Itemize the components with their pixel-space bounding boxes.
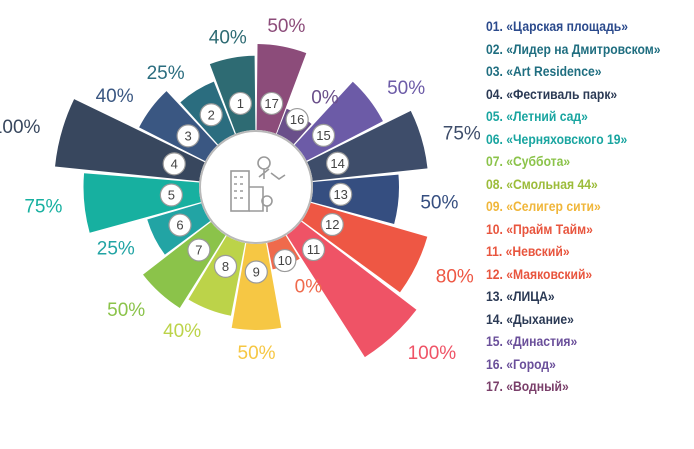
percent-label-7: 50%: [107, 300, 145, 321]
number-badge-11: [301, 237, 326, 262]
number-badge-1: [228, 91, 252, 116]
percent-label-1: 40%: [209, 27, 247, 48]
legend-item-9: 09. «Селигер сити»: [486, 199, 601, 214]
percent-label-15: 50%: [387, 78, 425, 99]
number-badge-6: [168, 213, 192, 237]
number-label-4: 4: [171, 156, 178, 171]
number-badge-3: [176, 124, 200, 148]
number-badge-15: [311, 123, 336, 147]
number-badge-5: [159, 183, 183, 207]
percent-label-16: 0%: [311, 88, 339, 109]
legend-item-13: 13. «ЛИЦА»: [486, 289, 555, 304]
number-label-7: 7: [195, 242, 202, 257]
percent-label-5: 75%: [24, 196, 62, 217]
percent-label-13: 50%: [420, 192, 458, 213]
number-badge-13: [329, 182, 353, 207]
percent-label-3: 40%: [96, 86, 134, 107]
number-badge-4: [162, 152, 186, 176]
legend-item-7: 07. «Суббота»: [486, 154, 571, 169]
number-label-13: 13: [333, 187, 347, 202]
number-badge-2: [199, 103, 223, 127]
legend-item-12: 12. «Маяковский»: [486, 266, 593, 282]
legend-item-16: 16. «Город»: [486, 356, 556, 372]
number-badge-17: [260, 91, 284, 116]
legend-item-10: 10. «Прайм Тайм»: [486, 221, 593, 237]
bar-9: [231, 243, 282, 330]
number-label-15: 15: [316, 128, 330, 143]
number-label-10: 10: [278, 253, 292, 268]
legend-item-4: 04. «Фестиваль парк»: [486, 86, 618, 102]
number-label-3: 3: [184, 128, 191, 143]
legend: 01. «Царская площадь» 02. «Лидер на Дмитр…: [486, 16, 680, 399]
legend-item-2: 02. «Лидер на Дмитровском»: [486, 41, 661, 57]
number-badge-16: [285, 107, 309, 132]
number-badge-8: [213, 254, 238, 278]
number-badge-7: [187, 238, 211, 262]
number-label-17: 17: [264, 96, 278, 111]
percent-label-17: 50%: [267, 16, 305, 37]
percent-labels: 40%25%40%100%75%25%50%40%50%0%100%80%50%…: [0, 16, 480, 364]
number-label-5: 5: [168, 187, 175, 202]
number-label-1: 1: [237, 96, 244, 111]
bar-8: [188, 235, 246, 316]
percent-label-9: 50%: [238, 343, 276, 364]
number-label-6: 6: [176, 218, 183, 233]
legend-item-6: 06. «Черняховского 19»: [486, 131, 628, 147]
percent-label-6: 25%: [97, 239, 135, 260]
legend-item-17: 17. «Водный»: [486, 379, 569, 394]
number-badge-12: [320, 212, 344, 237]
legend-item-5: 05. «Летний сад»: [486, 109, 588, 124]
number-badge-14: [326, 151, 350, 175]
percent-label-11: 100%: [408, 343, 457, 364]
percent-label-2: 25%: [147, 63, 185, 84]
building-icon: [230, 156, 286, 212]
percent-label-14: 75%: [443, 124, 480, 145]
number-label-16: 16: [290, 112, 304, 127]
legend-item-14: 14. «Дыхание»: [486, 311, 574, 327]
legend-item-15: 15. «Династия»: [486, 334, 578, 349]
legend-item-3: 03. «Art Residence»: [486, 64, 602, 79]
percent-label-8: 40%: [163, 321, 201, 342]
percent-label-4: 100%: [0, 117, 41, 138]
number-badge-10: [273, 248, 297, 273]
legend-item-11: 11. «Невский»: [486, 244, 570, 259]
number-label-11: 11: [307, 242, 321, 257]
number-label-8: 8: [222, 259, 229, 274]
number-label-14: 14: [330, 156, 344, 171]
number-label-2: 2: [208, 107, 215, 122]
percent-label-12: 80%: [436, 266, 474, 287]
legend-item-1: 01. «Царская площадь»: [486, 19, 629, 34]
legend-item-8: 08. «Смольная 44»: [486, 176, 598, 192]
percent-label-10: 0%: [295, 277, 323, 298]
bar-3: [139, 91, 218, 162]
number-label-12: 12: [325, 217, 339, 232]
number-badge-9: [244, 260, 268, 284]
number-label-9: 9: [253, 264, 260, 279]
